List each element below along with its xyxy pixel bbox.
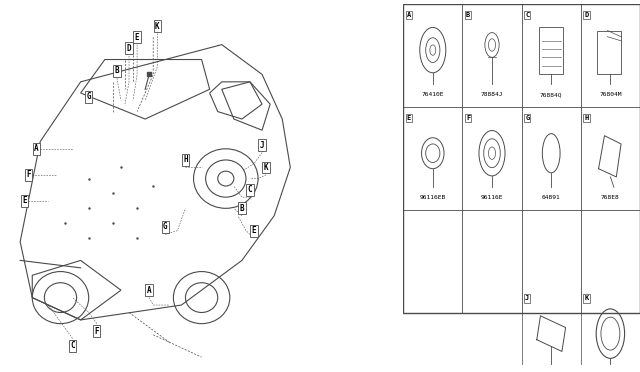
Bar	[540, 28, 563, 74]
Text: H: H	[183, 155, 188, 164]
Text: K: K	[155, 22, 159, 31]
Text: E: E	[22, 196, 26, 205]
Text: 76804M: 76804M	[599, 92, 621, 97]
Text: F: F	[95, 327, 99, 336]
Text: D: D	[584, 12, 589, 18]
Text: G: G	[525, 115, 529, 121]
Bar	[403, 4, 640, 313]
Bar	[597, 31, 621, 74]
Text: A: A	[147, 286, 152, 295]
Text: D: D	[127, 44, 131, 53]
Text: A: A	[34, 144, 38, 153]
Text: 76884Q: 76884Q	[540, 92, 563, 97]
Text: E: E	[252, 226, 257, 235]
Text: B: B	[115, 66, 119, 75]
Text: B: B	[466, 12, 470, 18]
Text: 76410E: 76410E	[422, 92, 444, 97]
Text: G: G	[86, 92, 91, 101]
Text: 64891: 64891	[542, 195, 561, 200]
Text: E: E	[135, 33, 140, 42]
Text: C: C	[248, 185, 252, 194]
Text: C: C	[70, 341, 75, 350]
Text: F: F	[26, 170, 31, 179]
Text: K: K	[264, 163, 268, 172]
Text: H: H	[584, 115, 589, 121]
Text: G: G	[163, 222, 168, 231]
Text: C: C	[525, 12, 529, 18]
Text: J: J	[525, 295, 529, 301]
Text: 768E8: 768E8	[601, 195, 620, 200]
Text: 96116EB: 96116EB	[420, 195, 446, 200]
Text: A: A	[407, 12, 411, 18]
Text: F: F	[466, 115, 470, 121]
Text: B: B	[239, 204, 244, 213]
Text: J: J	[260, 141, 264, 150]
Text: E: E	[407, 115, 411, 121]
Text: 96116E: 96116E	[481, 195, 503, 200]
Text: K: K	[584, 295, 589, 301]
Text: 78884J: 78884J	[481, 92, 503, 97]
